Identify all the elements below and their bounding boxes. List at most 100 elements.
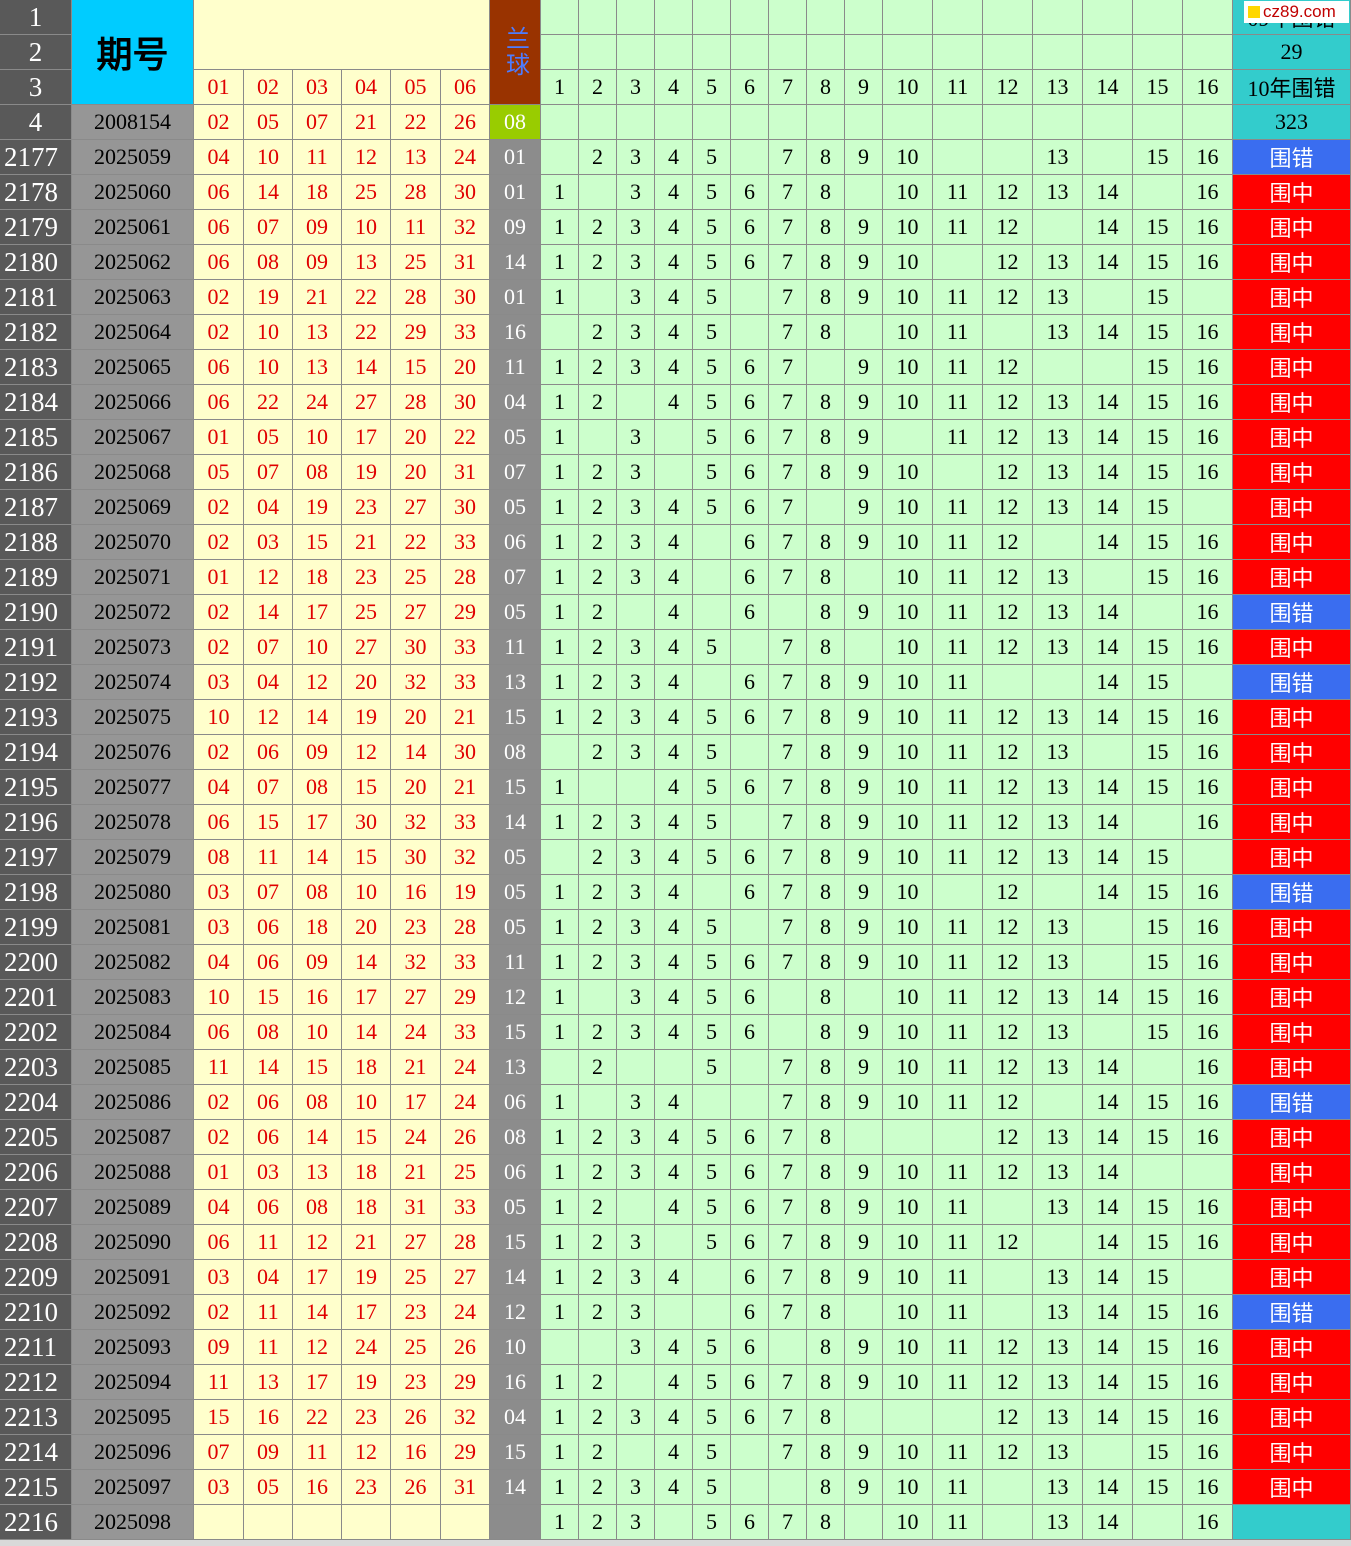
number-cell: 16 xyxy=(1183,1190,1233,1225)
number-cell: 6 xyxy=(731,1330,769,1365)
red-number: 26 xyxy=(391,1400,441,1435)
red-number: 22 xyxy=(391,525,441,560)
red-number: 29 xyxy=(441,595,490,630)
number-cell xyxy=(1183,105,1233,140)
red-number: 03 xyxy=(194,1260,244,1295)
number-cell: 13 xyxy=(1033,1190,1083,1225)
number-cell: 5 xyxy=(693,1155,731,1190)
number-cell: 10 xyxy=(883,1190,933,1225)
number-cell: 8 xyxy=(807,1225,845,1260)
number-cell: 12 xyxy=(983,840,1033,875)
number-cell: 11 xyxy=(933,630,983,665)
number-cell: 4 xyxy=(655,595,693,630)
number-cell: 15 xyxy=(1133,770,1183,805)
number-cell: 15 xyxy=(1133,840,1183,875)
red-number: 10 xyxy=(194,700,244,735)
number-cell xyxy=(1133,595,1183,630)
red-number: 01 xyxy=(194,560,244,595)
number-cell: 7 xyxy=(769,1120,807,1155)
number-cell: 8 xyxy=(807,210,845,245)
number-cell xyxy=(1083,945,1133,980)
number-cell: 5 xyxy=(693,1015,731,1050)
period: 2025086 xyxy=(72,1085,194,1120)
number-cell: 11 xyxy=(933,910,983,945)
number-cell xyxy=(1183,1155,1233,1190)
red-number: 26 xyxy=(441,105,490,140)
number-cell: 11 xyxy=(933,1365,983,1400)
number-cell: 5 xyxy=(693,1435,731,1470)
number-cell: 2 xyxy=(579,735,617,770)
red-number: 18 xyxy=(342,1190,391,1225)
blue-number: 15 xyxy=(490,1225,541,1260)
number-cell: 9 xyxy=(845,210,883,245)
red-number: 14 xyxy=(293,1295,342,1330)
number-column-label: 8 xyxy=(807,70,845,105)
number-cell xyxy=(883,420,933,455)
number-cell xyxy=(1183,280,1233,315)
blue-number: 01 xyxy=(490,140,541,175)
number-cell: 14 xyxy=(1083,1225,1133,1260)
red-number: 13 xyxy=(342,245,391,280)
number-cell: 9 xyxy=(845,770,883,805)
result: 围中 xyxy=(1233,1225,1351,1260)
number-header-blank xyxy=(731,0,769,35)
number-cell: 13 xyxy=(1033,630,1083,665)
number-cell: 10 xyxy=(883,1260,933,1295)
red-number: 15 xyxy=(391,350,441,385)
number-cell: 1 xyxy=(541,1365,579,1400)
number-cell: 16 xyxy=(1183,1505,1233,1540)
number-cell xyxy=(617,770,655,805)
blue-number: 14 xyxy=(490,245,541,280)
number-column-label: 7 xyxy=(769,70,807,105)
number-cell: 6 xyxy=(731,875,769,910)
red-number: 17 xyxy=(293,1260,342,1295)
number-cell: 13 xyxy=(1033,175,1083,210)
number-cell: 15 xyxy=(1133,245,1183,280)
number-cell: 1 xyxy=(541,560,579,595)
number-cell xyxy=(693,595,731,630)
number-cell: 13 xyxy=(1033,245,1083,280)
number-cell: 13 xyxy=(1033,840,1083,875)
number-cell: 8 xyxy=(807,1505,845,1540)
period: 2025094 xyxy=(72,1365,194,1400)
number-cell: 13 xyxy=(1033,735,1083,770)
number-cell xyxy=(1083,735,1133,770)
blue-number: 10 xyxy=(490,1330,541,1365)
red-number: 06 xyxy=(194,210,244,245)
number-cell xyxy=(579,980,617,1015)
number-cell: 7 xyxy=(769,700,807,735)
number-cell: 11 xyxy=(933,770,983,805)
number-cell: 12 xyxy=(983,1435,1033,1470)
number-cell xyxy=(769,1330,807,1365)
row-number: 2198 xyxy=(0,875,72,910)
period: 2025087 xyxy=(72,1120,194,1155)
number-cell: 4 xyxy=(655,980,693,1015)
number-cell: 11 xyxy=(933,1190,983,1225)
red-number: 27 xyxy=(342,385,391,420)
red-number: 11 xyxy=(194,1050,244,1085)
number-cell: 7 xyxy=(769,1365,807,1400)
period: 2025067 xyxy=(72,420,194,455)
number-cell: 9 xyxy=(845,1155,883,1190)
number-cell xyxy=(693,665,731,700)
number-cell: 10 xyxy=(883,560,933,595)
number-cell: 16 xyxy=(1183,315,1233,350)
number-cell: 14 xyxy=(1083,315,1133,350)
number-cell xyxy=(845,1120,883,1155)
number-cell: 7 xyxy=(769,315,807,350)
blue-number: 16 xyxy=(490,1365,541,1400)
number-cell: 12 xyxy=(983,455,1033,490)
red-number: 27 xyxy=(391,1225,441,1260)
red-number xyxy=(441,1505,490,1540)
red-number: 24 xyxy=(391,1120,441,1155)
row-number: 2185 xyxy=(0,420,72,455)
number-cell xyxy=(579,105,617,140)
period: 2025063 xyxy=(72,280,194,315)
number-cell xyxy=(983,105,1033,140)
number-cell: 7 xyxy=(769,1190,807,1225)
red-number: 29 xyxy=(391,315,441,350)
red-number: 18 xyxy=(342,1155,391,1190)
number-cell: 10 xyxy=(883,1365,933,1400)
number-cell: 11 xyxy=(933,805,983,840)
number-cell: 9 xyxy=(845,910,883,945)
